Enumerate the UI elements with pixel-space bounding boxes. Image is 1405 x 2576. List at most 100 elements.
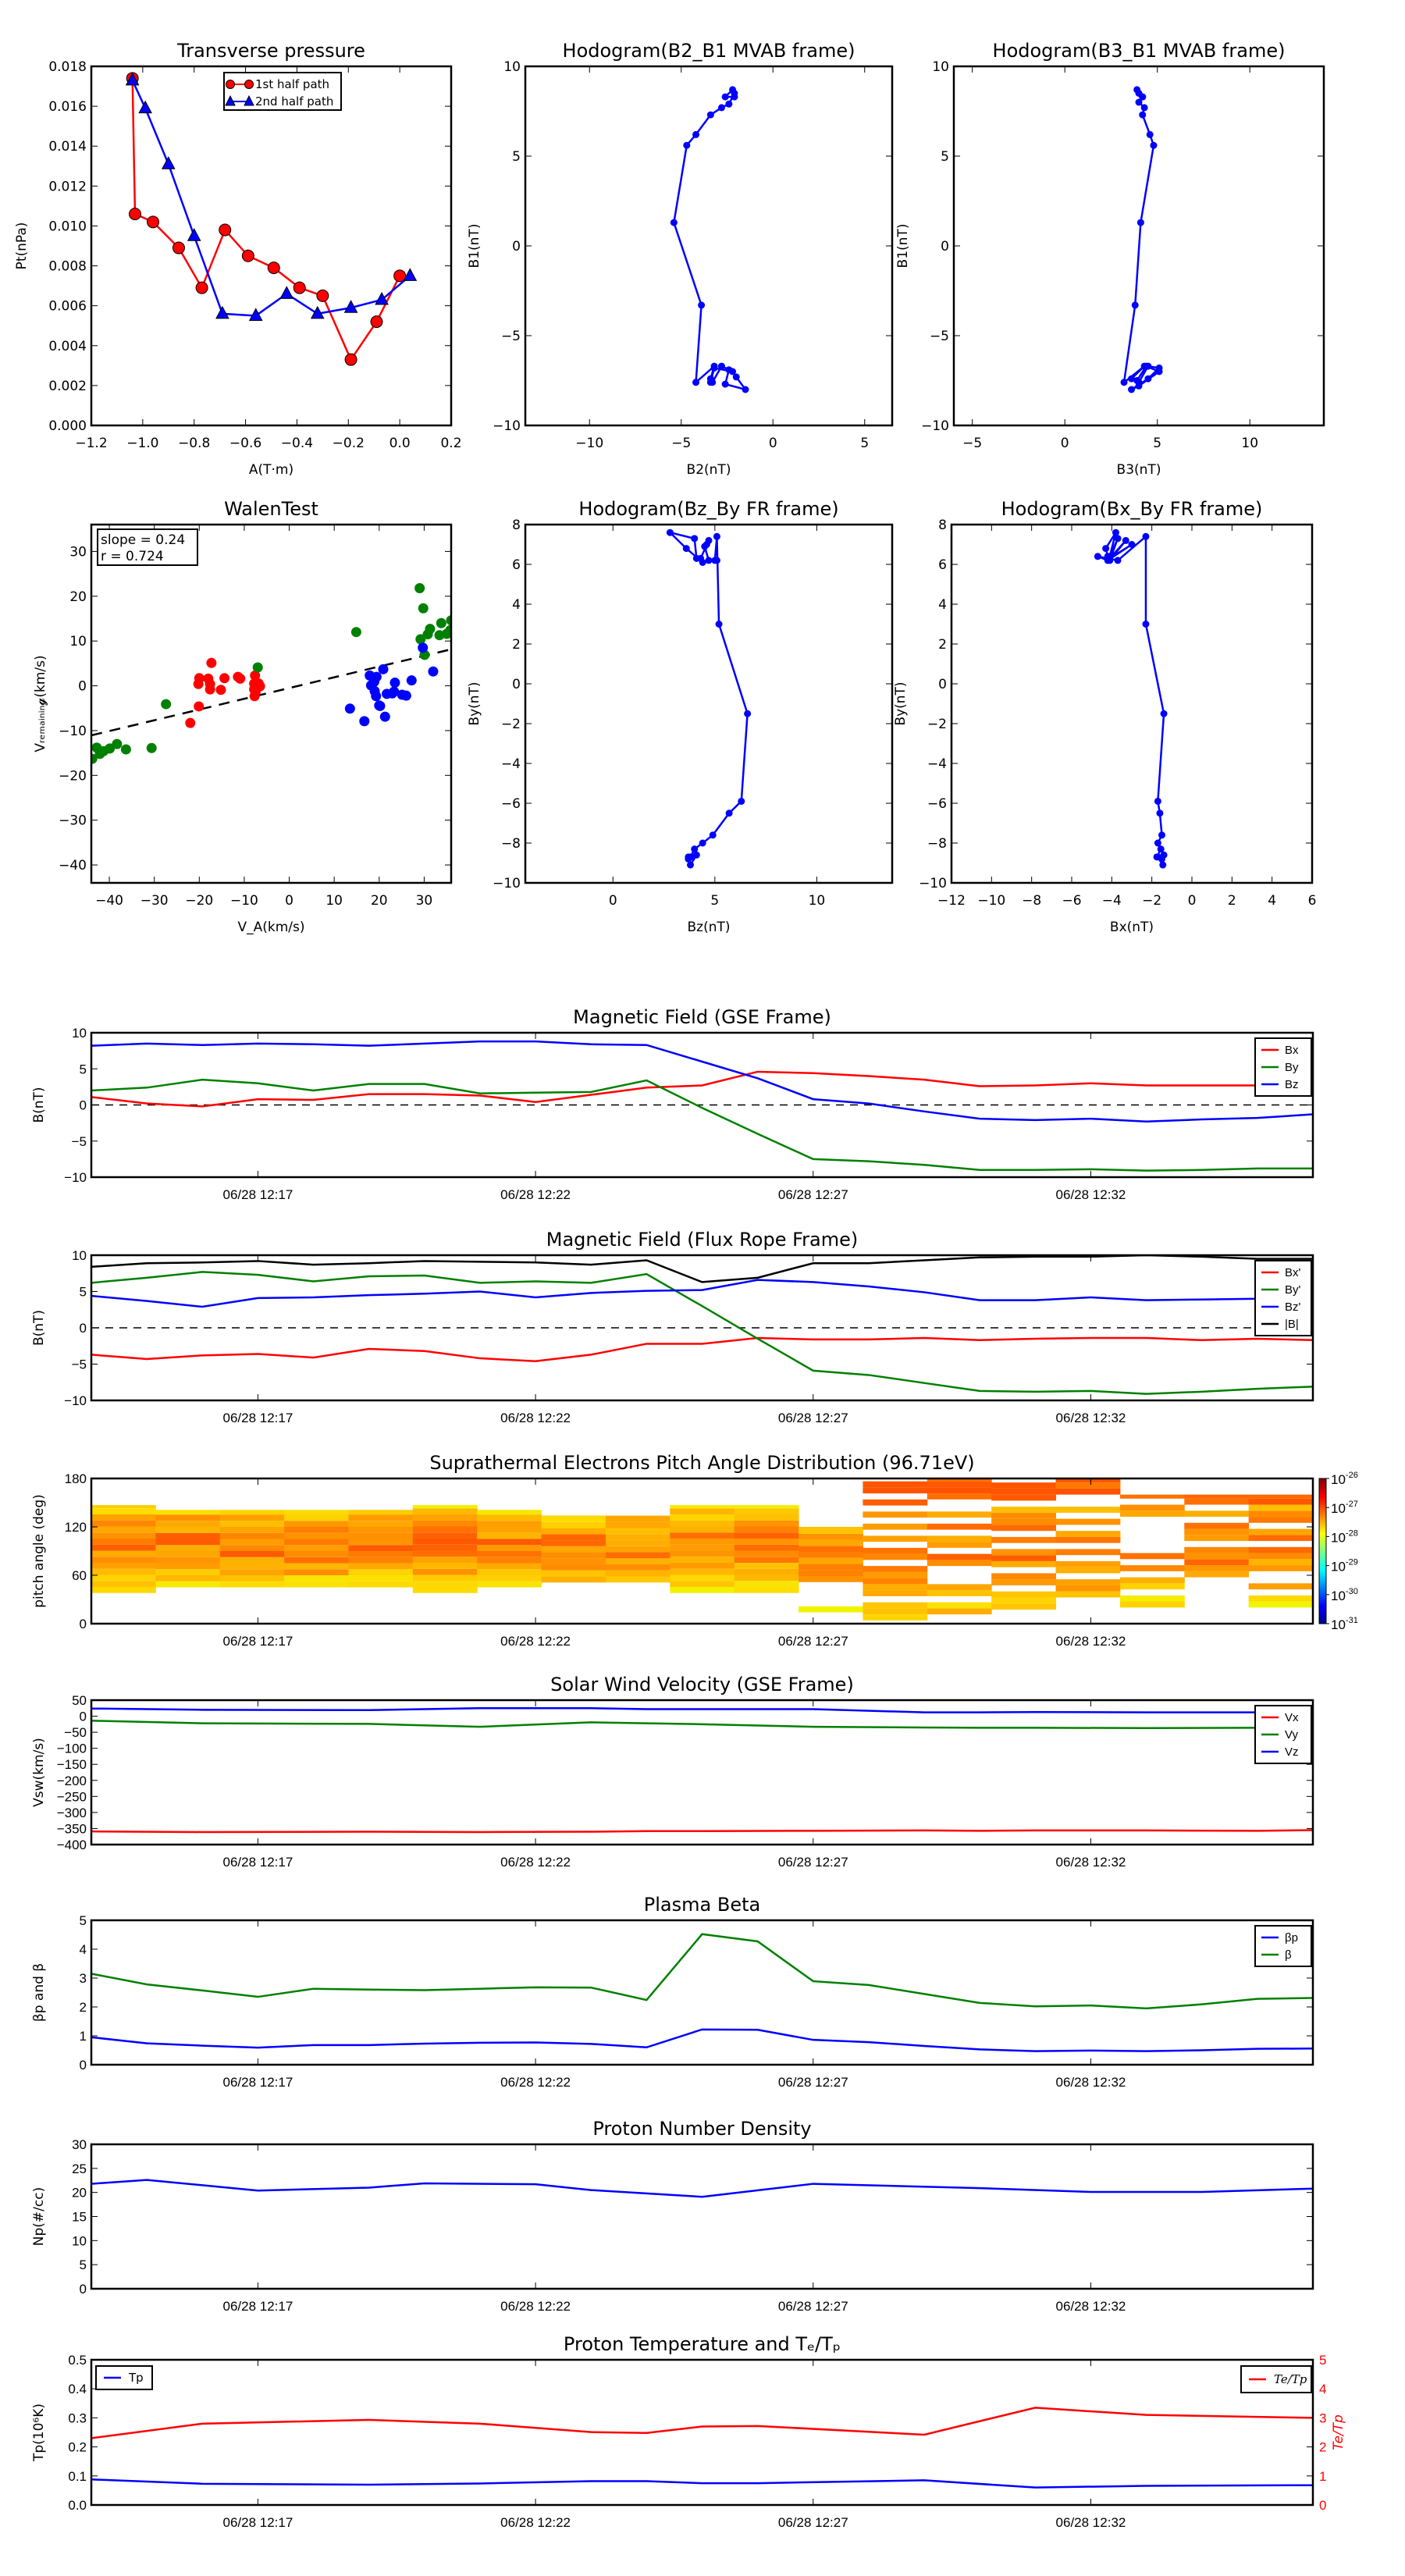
- data-point: [235, 673, 246, 684]
- hodogram-bx-by-chart: −12 −10 −8 −6 −4 −2 0 2 4 6 −10 −8 −6 −4 −2 0 2 4 6 8 Bx(nT)…: [893, 518, 1316, 935]
- heatmap-cell: [927, 1553, 992, 1560]
- solar-wind-velocity-frame: [90, 1699, 1314, 1846]
- x-tick-label: 06/28 12:22: [500, 1187, 571, 1202]
- heatmap-cell: [412, 1586, 478, 1593]
- heatmap-cell: [284, 1569, 349, 1575]
- y-tick-label: 0: [941, 239, 949, 254]
- heatmap-cell: [348, 1521, 414, 1527]
- pitch-angle-distribution-chart: 06/28 12:17 06/28 12:22 06/28 12:27 06/28 1…: [31, 1471, 1358, 1649]
- heatmap-cell: [734, 1562, 799, 1569]
- magnetic-field-gse-chart: 06/28 12:17 06/28 12:22 06/28 12:27 06/28 1…: [31, 1026, 1313, 1202]
- heatmap-cell: [1184, 1571, 1250, 1578]
- y-tick-label: 5: [512, 149, 521, 165]
- heatmap-cell: [91, 1557, 156, 1563]
- x-tick-label: 06/28 12:22: [500, 1411, 571, 1425]
- data-point: [344, 703, 355, 714]
- heatmap-cell: [477, 1557, 542, 1564]
- heatmap-cell: [1055, 1591, 1121, 1598]
- heatmap-cell: [670, 1526, 735, 1533]
- y-tick-label: 2: [938, 637, 947, 653]
- legend-label: Vz: [1285, 1745, 1299, 1759]
- heatmap-cell: [541, 1570, 606, 1577]
- legend-label: Bx': [1285, 1266, 1301, 1279]
- heatmap-cell: [284, 1539, 349, 1546]
- x-tick-label: −4: [1102, 893, 1122, 909]
- proton-temperature-title: Proton Temperature and Tₑ/Tₚ: [564, 2333, 841, 2355]
- x-tick-label: 20: [371, 893, 388, 909]
- data-point: [241, 249, 254, 262]
- x-tick-label: 0: [1061, 436, 1069, 451]
- legend-marker: [244, 80, 254, 89]
- x-tick-label: 06/28 12:27: [778, 2515, 848, 2530]
- y-tick-label: 0: [80, 2058, 87, 2073]
- heatmap-cell: [734, 1581, 799, 1587]
- data-point: [125, 72, 140, 86]
- x-tick-label: 06/28 12:32: [1056, 2075, 1126, 2090]
- series-line-By: [91, 1078, 1313, 1172]
- data-point: [379, 711, 390, 722]
- heatmap-cell: [155, 1569, 221, 1575]
- y-tick-label: 8: [512, 518, 521, 533]
- x-tick-label: 06/28 12:27: [778, 2075, 848, 2090]
- heatmap-cell: [541, 1552, 606, 1559]
- heatmap-cell: [91, 1568, 156, 1575]
- heatmap-cell: [863, 1590, 928, 1596]
- data-point: [697, 554, 705, 562]
- colorbar: [1318, 1478, 1327, 1624]
- data-point: [744, 710, 752, 717]
- y-tick-label: −40: [59, 858, 87, 873]
- data-point: [389, 686, 400, 697]
- data-point: [742, 386, 749, 393]
- heatmap-cell: [541, 1546, 606, 1553]
- y-axis-label: B(nT): [31, 1087, 47, 1123]
- data-point: [248, 308, 263, 321]
- magnetic-field-fr-chart: 06/28 12:17 06/28 12:22 06/28 12:27 06/28 1…: [31, 1248, 1313, 1425]
- data-point: [1150, 141, 1158, 149]
- data-point: [682, 545, 690, 553]
- x-tick-label: 10: [1241, 436, 1258, 451]
- y-tick-label: 8: [938, 518, 947, 533]
- heatmap-cell: [1119, 1577, 1185, 1584]
- data-point: [701, 543, 709, 550]
- y-tick-label: 0.3: [68, 2411, 87, 2425]
- heatmap-cell: [1248, 1504, 1314, 1511]
- y-tick-label: 0.010: [48, 219, 87, 234]
- heatmap-cell: [412, 1538, 478, 1545]
- heatmap-cell: [477, 1569, 542, 1575]
- y-tick-label: 0.000: [48, 418, 87, 434]
- y-tick-label: −30: [59, 813, 87, 829]
- data-point: [172, 241, 185, 254]
- heatmap-cell: [155, 1532, 221, 1539]
- y-axis-label: Tp(10⁶K): [31, 2403, 47, 2462]
- heatmap-cell: [927, 1523, 992, 1530]
- heatmap-cell: [412, 1568, 478, 1575]
- heatmap-cell: [799, 1528, 863, 1534]
- heatmap-cell: [927, 1584, 992, 1591]
- heatmap-cell: [155, 1557, 221, 1564]
- r-label: r = 0.724: [101, 549, 164, 564]
- y-tick-label: −10: [64, 1170, 87, 1185]
- heatmap-cell: [1055, 1579, 1121, 1585]
- y-tick-label: −10: [59, 724, 87, 739]
- x-tick-label: −6: [1062, 893, 1081, 909]
- hodogram-b2-b1-title: Hodogram(B2_B1 MVAB frame): [563, 40, 855, 62]
- proton-number-density-frame: [90, 2143, 1314, 2290]
- data-point: [147, 215, 160, 229]
- y-tick-label: 5: [80, 2258, 87, 2272]
- heatmap-cell: [1184, 1528, 1250, 1535]
- legend-label: Bz: [1285, 1078, 1299, 1091]
- data-point: [687, 861, 694, 869]
- data-point: [1140, 104, 1148, 112]
- heatmap-cell: [734, 1538, 799, 1545]
- y-tick-label: −20: [59, 768, 87, 784]
- y-tick-label: −4: [927, 756, 947, 772]
- x-tick-label: 10: [325, 893, 343, 909]
- heatmap-cell: [605, 1552, 670, 1559]
- plasma-beta-title: Plasma Beta: [644, 1894, 760, 1916]
- y-axis-label: pitch angle (deg): [31, 1494, 47, 1608]
- data-point: [161, 156, 176, 169]
- heatmap-cell: [670, 1544, 735, 1551]
- solar-wind-velocity-chart: 06/28 12:17 06/28 12:22 06/28 12:27 06/28 1…: [31, 1693, 1313, 1870]
- heatmap-cell: [219, 1539, 285, 1546]
- legend-label: Bz': [1285, 1300, 1301, 1314]
